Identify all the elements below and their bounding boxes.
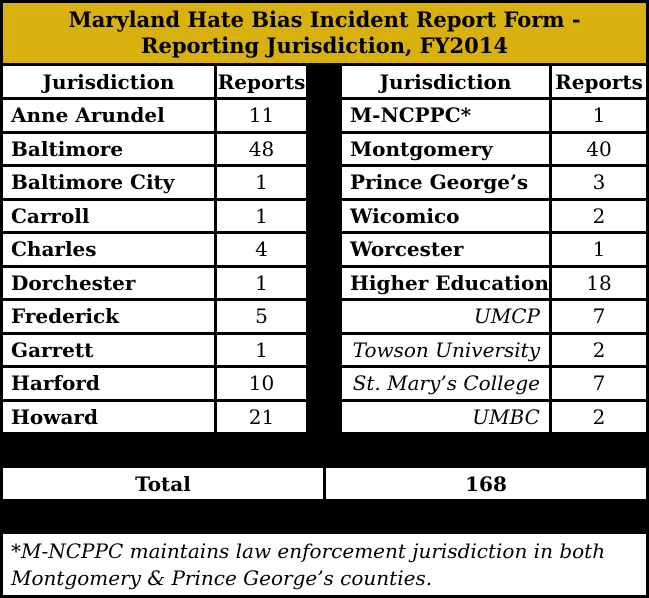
left-jurisdiction-cell: Baltimore City [3, 167, 214, 198]
left-reports-cell: 4 [217, 234, 306, 265]
left-jurisdiction-cell: Garrett [3, 334, 214, 365]
right-jurisdiction-cell: St. Mary’s College [342, 368, 549, 399]
left-reports-cell: 1 [217, 167, 306, 198]
right-jurisdiction-cell: M-NCPPC* [342, 100, 549, 131]
left-jurisdiction-cell: Dorchester [3, 267, 214, 298]
right-jurisdiction-header: Jurisdiction [342, 66, 549, 97]
left-jurisdiction-cell: Carroll [3, 200, 214, 231]
right-reports-cell: 7 [552, 301, 646, 332]
footnote: *M-NCPPC maintains law enforcement juris… [3, 534, 646, 595]
table-title: Maryland Hate Bias Incident Report Form … [3, 3, 646, 63]
right-jurisdiction-cell: UMBC [342, 401, 549, 432]
title-line-1: Maryland Hate Bias Incident Report Form … [68, 7, 581, 32]
left-reports-cell: 5 [217, 301, 306, 332]
right-reports-header: Reports [552, 66, 646, 97]
right-reports-cell: 3 [552, 167, 646, 198]
title-line-2: Reporting Jurisdiction, FY2014 [141, 33, 508, 58]
left-reports-cell: 21 [217, 401, 306, 432]
right-reports-cell: 1 [552, 100, 646, 131]
left-jurisdiction-cell: Harford [3, 368, 214, 399]
right-reports-cell: 40 [552, 133, 646, 164]
right-jurisdiction-cell: Wicomico [342, 200, 549, 231]
right-jurisdiction-cell: UMCP [342, 301, 549, 332]
footnote-line-2: Montgomery & Prince George’s counties. [11, 565, 433, 590]
total-value: 168 [326, 468, 646, 499]
right-reports-cell: 2 [552, 334, 646, 365]
right-reports-cell: 18 [552, 267, 646, 298]
left-reports-cell: 48 [217, 133, 306, 164]
right-reports-cell: 2 [552, 401, 646, 432]
left-reports-header: Reports [217, 66, 306, 97]
left-reports-cell: 1 [217, 200, 306, 231]
left-reports-cell: 1 [217, 267, 306, 298]
right-jurisdiction-cell: Higher Education [342, 267, 549, 298]
right-jurisdiction-cell: Montgomery [342, 133, 549, 164]
left-jurisdiction-cell: Baltimore [3, 133, 214, 164]
right-reports-cell: 1 [552, 234, 646, 265]
left-jurisdiction-cell: Frederick [3, 301, 214, 332]
left-reports-cell: 11 [217, 100, 306, 131]
left-jurisdiction-cell: Howard [3, 401, 214, 432]
right-reports-cell: 7 [552, 368, 646, 399]
total-label: Total [3, 468, 323, 499]
left-jurisdiction-cell: Charles [3, 234, 214, 265]
left-jurisdiction-header: Jurisdiction [3, 66, 214, 97]
right-jurisdiction-cell: Towson University [342, 334, 549, 365]
right-reports-cell: 2 [552, 200, 646, 231]
left-reports-cell: 1 [217, 334, 306, 365]
footnote-line-1: *M-NCPPC maintains law enforcement juris… [11, 538, 606, 563]
left-reports-cell: 10 [217, 368, 306, 399]
right-jurisdiction-cell: Worcester [342, 234, 549, 265]
right-jurisdiction-cell: Prince George’s [342, 167, 549, 198]
left-jurisdiction-cell: Anne Arundel [3, 100, 214, 131]
